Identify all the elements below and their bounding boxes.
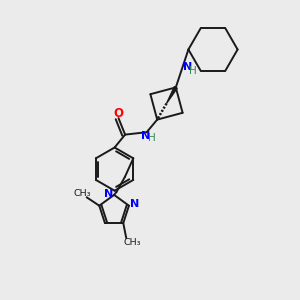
Text: N: N bbox=[130, 200, 139, 209]
Text: CH₃: CH₃ bbox=[124, 238, 141, 247]
Text: O: O bbox=[113, 106, 123, 119]
Text: H: H bbox=[148, 133, 156, 142]
Text: CH₃: CH₃ bbox=[73, 189, 91, 198]
Text: H: H bbox=[189, 66, 196, 76]
Text: N: N bbox=[142, 131, 151, 141]
Text: N: N bbox=[104, 189, 113, 199]
Text: N: N bbox=[183, 62, 192, 72]
Polygon shape bbox=[167, 87, 177, 103]
